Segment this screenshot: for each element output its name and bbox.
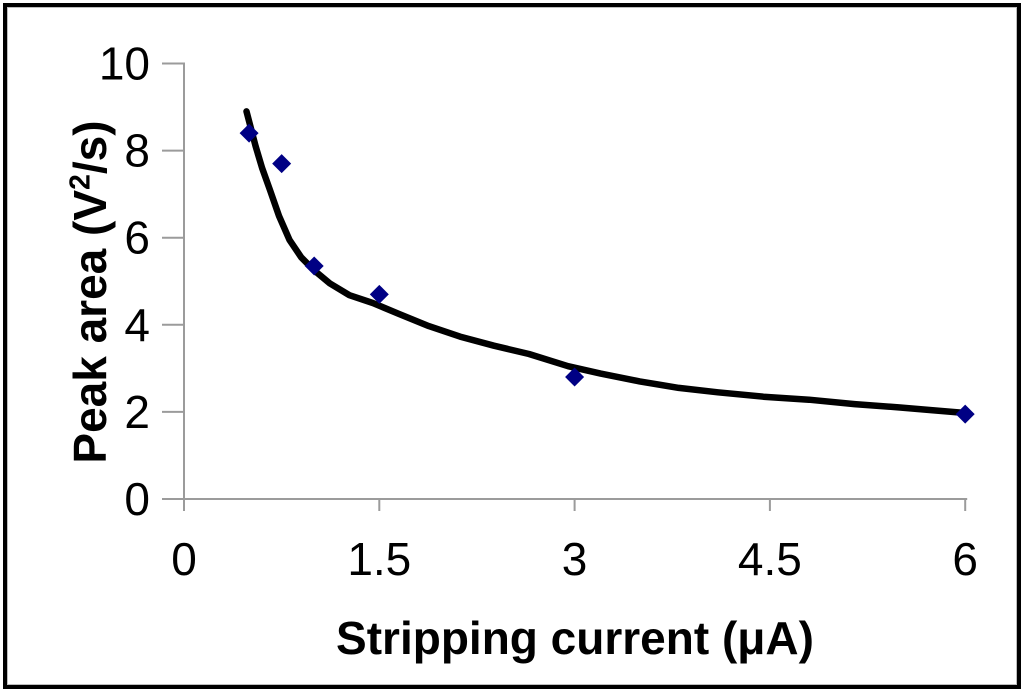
x-tick-label: 3 <box>562 533 588 585</box>
y-tick-label: 6 <box>124 212 150 264</box>
trend-curve-line <box>243 108 966 417</box>
data-point-marker <box>304 256 324 276</box>
y-axis-title-pre: Peak area (V <box>64 189 116 464</box>
data-point-marker <box>272 154 292 174</box>
chart-frame <box>3 3 1021 689</box>
data-point-marker <box>239 123 259 143</box>
data-point-marker <box>955 404 975 424</box>
x-tick-label: 4.5 <box>738 533 802 585</box>
x-tick-label: 0 <box>171 533 197 585</box>
y-tick-label: 0 <box>124 473 150 525</box>
x-axis-title: Stripping current (μA) <box>184 612 966 664</box>
x-tick-label: 6 <box>952 533 978 585</box>
x-tick-label: 1.5 <box>347 533 411 585</box>
y-tick-label: 8 <box>124 125 150 177</box>
data-point-marker <box>369 284 389 304</box>
y-axis-title: Peak area (V2/s) <box>62 42 118 542</box>
y-tick-label: 4 <box>124 299 150 351</box>
x-axis-title-text: Stripping current (μA) <box>336 612 814 664</box>
y-axis-title-superscript: 2 <box>64 174 97 190</box>
y-tick-label: 10 <box>99 38 150 90</box>
y-axis-title-post: /s) <box>64 120 116 175</box>
y-tick-label: 2 <box>124 386 150 438</box>
data-point-marker <box>565 367 585 387</box>
